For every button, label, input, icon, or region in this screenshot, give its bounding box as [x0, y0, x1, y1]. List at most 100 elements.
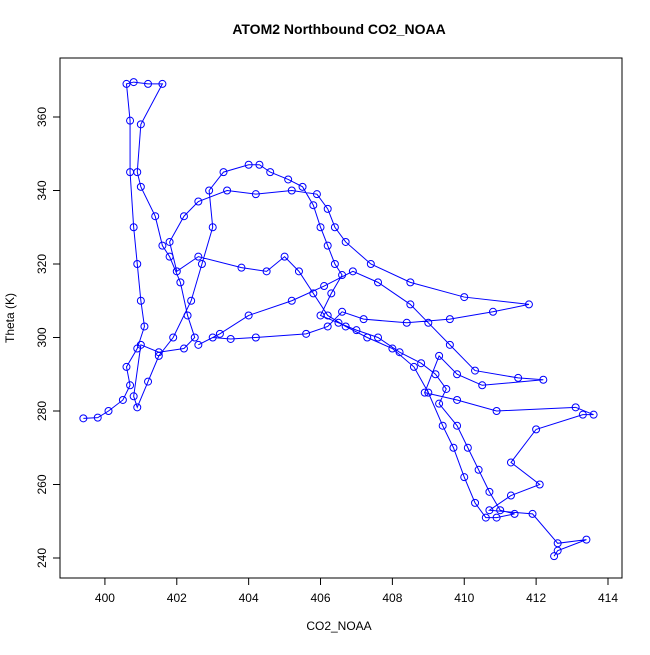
data-point: [532, 425, 541, 434]
data-point: [323, 322, 332, 331]
data-point: [194, 252, 203, 261]
data-point: [262, 267, 271, 276]
data-point: [187, 296, 196, 305]
x-tick-label: 400: [95, 591, 115, 605]
data-point: [205, 186, 214, 195]
data-point: [330, 223, 339, 232]
x-tick-label: 414: [598, 591, 618, 605]
data-point: [478, 381, 487, 390]
data-point: [226, 334, 235, 343]
data-point: [582, 535, 591, 544]
data-point: [287, 296, 296, 305]
y-tick-label: 320: [35, 254, 49, 274]
data-point: [524, 300, 533, 309]
data-point: [136, 182, 145, 191]
data-point: [327, 289, 336, 298]
data-point: [194, 197, 203, 206]
data-point: [302, 329, 311, 338]
data-point: [165, 252, 174, 261]
data-point: [334, 318, 343, 327]
data-point: [330, 259, 339, 268]
data-point: [194, 340, 203, 349]
data-point: [488, 307, 497, 316]
data-point: [460, 293, 469, 302]
y-tick-label: 260: [35, 474, 49, 494]
data-point: [126, 116, 135, 125]
data-point: [431, 370, 440, 379]
data-point: [409, 362, 418, 371]
data-point: [359, 315, 368, 324]
data-point: [435, 351, 444, 360]
data-point: [449, 443, 458, 452]
data-point: [485, 487, 494, 496]
data-point: [463, 443, 472, 452]
data-point: [492, 407, 501, 416]
data-point: [126, 381, 135, 390]
data-point: [208, 333, 217, 342]
data-point: [323, 204, 332, 213]
data-point: [294, 267, 303, 276]
x-tick-label: 406: [311, 591, 331, 605]
data-point: [179, 212, 188, 221]
data-point: [255, 160, 264, 169]
data-point: [323, 311, 332, 320]
y-tick-label: 300: [35, 327, 49, 347]
data-point: [424, 318, 433, 327]
data-point: [453, 421, 462, 430]
data-point: [158, 79, 167, 88]
data-point: [176, 278, 185, 287]
data-point: [251, 333, 260, 342]
y-tick-label: 340: [35, 180, 49, 200]
data-point: [366, 259, 375, 268]
data-point: [338, 271, 347, 280]
data-point: [179, 344, 188, 353]
data-point: [133, 259, 142, 268]
data-point: [474, 465, 483, 474]
data-point: [485, 506, 494, 515]
data-point: [506, 458, 515, 467]
data-point: [219, 168, 228, 177]
data-point: [197, 259, 206, 268]
data-point: [481, 513, 490, 522]
data-point: [406, 300, 415, 309]
data-point: [133, 168, 142, 177]
x-tick-label: 404: [239, 591, 259, 605]
data-point: [244, 160, 253, 169]
data-point: [323, 241, 332, 250]
data-point: [136, 296, 145, 305]
data-point: [453, 395, 462, 404]
data-point: [578, 410, 587, 419]
data-point: [341, 322, 350, 331]
data-point: [528, 509, 537, 518]
data-point: [287, 186, 296, 195]
data-point: [284, 175, 293, 184]
data-point: [338, 307, 347, 316]
data-point: [122, 79, 131, 88]
x-tick-label: 402: [167, 591, 187, 605]
data-point: [118, 395, 127, 404]
data-point: [438, 421, 447, 430]
x-tick-label: 410: [454, 591, 474, 605]
data-point: [309, 289, 318, 298]
data-point: [471, 498, 480, 507]
data-point: [589, 410, 598, 419]
data-point: [140, 322, 149, 331]
data-point: [93, 413, 102, 422]
data-point: [402, 318, 411, 327]
data-point: [496, 506, 505, 515]
data-point: [133, 403, 142, 412]
data-point: [506, 491, 515, 500]
x-axis-label: CO2_NOAA: [306, 619, 371, 633]
data-point: [266, 168, 275, 177]
data-point: [144, 79, 153, 88]
data-point: [395, 348, 404, 357]
data-point: [550, 552, 559, 561]
data-point: [165, 237, 174, 246]
data-point: [280, 252, 289, 261]
data-point: [316, 223, 325, 232]
data-point: [298, 182, 307, 191]
data-point: [79, 414, 88, 423]
data-point: [312, 190, 321, 199]
